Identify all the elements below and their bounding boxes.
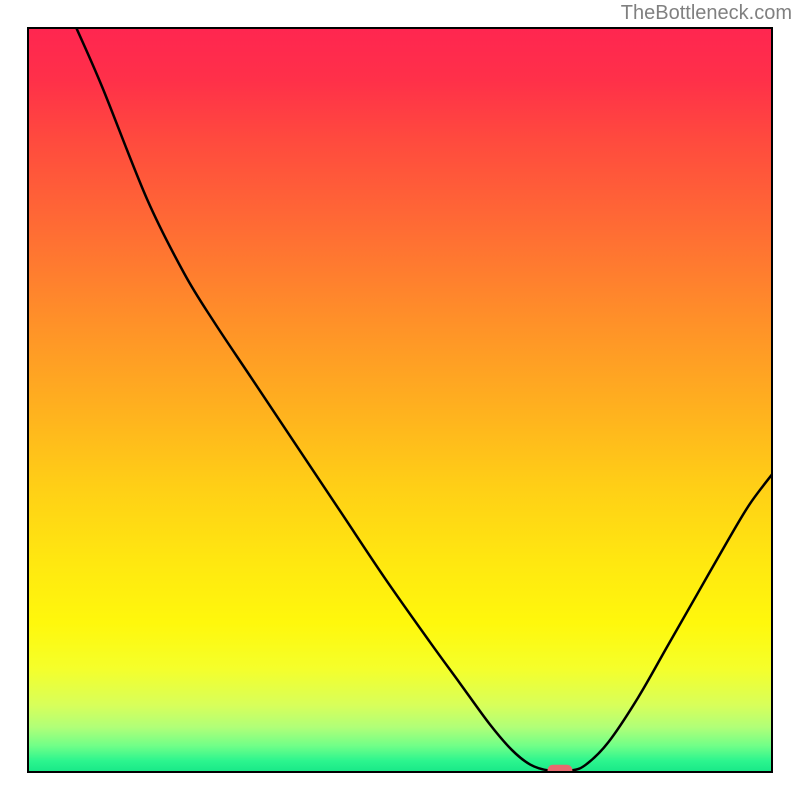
chart-container: TheBottleneck.com <box>0 0 800 800</box>
bottleneck-chart <box>0 0 800 800</box>
minimum-marker <box>548 765 572 775</box>
watermark-text: TheBottleneck.com <box>621 2 792 25</box>
